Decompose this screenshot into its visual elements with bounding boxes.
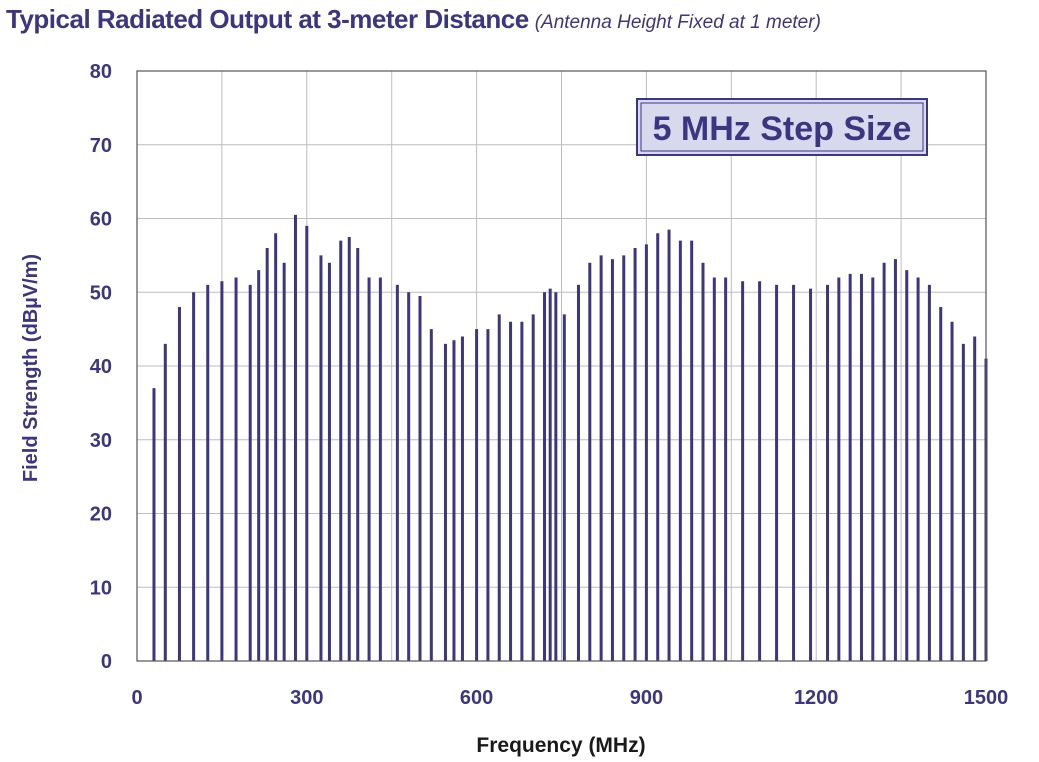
plot-frame — [136, 70, 987, 662]
grid-lines — [137, 70, 986, 662]
y-tick-label: 0 — [101, 651, 112, 673]
y-tick-label: 50 — [90, 282, 112, 304]
y-tick-label: 70 — [90, 135, 112, 157]
y-tick-labels: 0 10 20 30 40 50 60 70 80 — [90, 61, 112, 673]
x-tick-labels: 0 300 600 900 1200 1500 — [131, 687, 1008, 709]
x-tick-label: 0 — [131, 687, 142, 709]
x-tick-label: 1500 — [964, 687, 1009, 709]
x-axis-label: Frequency (MHz) — [476, 734, 645, 757]
y-tick-label: 80 — [90, 61, 112, 83]
y-tick-label: 20 — [90, 504, 112, 526]
x-tick-label: 600 — [460, 687, 493, 709]
y-tick-label: 30 — [90, 430, 112, 452]
x-tick-label: 900 — [630, 687, 663, 709]
chart-title: Typical Radiated Output at 3-meter Dista… — [6, 4, 529, 34]
y-tick-label: 60 — [90, 209, 112, 231]
x-tick-label: 300 — [290, 687, 323, 709]
x-tick-label: 1200 — [794, 687, 839, 709]
y-tick-label: 40 — [90, 356, 112, 378]
step-size-annotation: 5 MHz Step Size — [636, 98, 928, 156]
data-bars — [152, 214, 988, 661]
step-size-label: 5 MHz Step Size — [653, 110, 912, 148]
y-axis-label: Field Strength (dBµV/m) — [20, 254, 42, 482]
chart-subtitle: (Antenna Height Fixed at 1 meter) — [534, 12, 821, 33]
chart-title-block: Typical Radiated Output at 3-meter Dista… — [6, 4, 821, 35]
y-tick-label: 10 — [90, 577, 112, 599]
